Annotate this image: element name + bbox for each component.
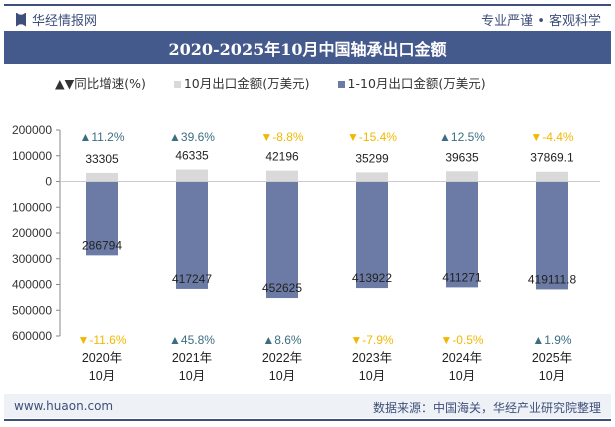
y-tick-label: 500000 xyxy=(12,303,52,317)
data-label-cumulative: 419111.8 xyxy=(528,272,577,286)
x-tick-label: 2021年 xyxy=(172,351,212,365)
y-tick-label: 100000 xyxy=(12,200,52,214)
bar-monthly xyxy=(356,172,388,182)
growth-label-monthly: ▲11.2% xyxy=(79,130,124,144)
growth-label-cumulative: ▼-11.6% xyxy=(77,333,126,347)
y-tick-label: 400000 xyxy=(12,278,52,292)
x-tick-label: 10月 xyxy=(539,369,565,383)
logo-icon xyxy=(16,12,26,27)
chart-title: 2020-2025年10月中国轴承出口金额 xyxy=(4,31,611,64)
footer: www.huaon.com 数据来源：中国海关，华经产业研究院整理 xyxy=(4,394,611,418)
data-label-monthly: 39635 xyxy=(445,150,479,164)
source: 数据来源：中国海关，华经产业研究院整理 xyxy=(372,401,601,415)
legend-growth: ▲▼同比增速(%) xyxy=(55,76,146,91)
bar-monthly xyxy=(266,170,298,182)
data-label-monthly: 33305 xyxy=(85,152,119,166)
growth-label-monthly: ▲12.5% xyxy=(439,130,485,144)
bar-monthly xyxy=(536,171,568,182)
legend-monthly: 10月出口金额(万美元) xyxy=(173,73,310,92)
bar-monthly xyxy=(446,171,478,182)
bar-cumulative xyxy=(356,181,388,289)
bar-cumulative xyxy=(446,181,478,288)
x-tick-label: 10月 xyxy=(89,369,115,383)
growth-label-monthly: ▼-15.4% xyxy=(347,130,397,144)
y-tick-label: 0 xyxy=(45,175,52,189)
growth-label-cumulative: ▼-0.5% xyxy=(440,333,484,347)
data-label-cumulative: 411271 xyxy=(442,270,481,284)
growth-label-cumulative: ▼-7.9% xyxy=(350,333,394,347)
bar-cumulative xyxy=(266,181,298,299)
data-label-monthly: 42196 xyxy=(265,150,299,164)
y-tick-label: 200000 xyxy=(12,123,52,137)
legend: ▲▼同比增速(%) 10月出口金额(万美元) 1-10月出口金额(万美元) xyxy=(55,73,486,92)
x-tick-label: 2023年 xyxy=(352,351,392,365)
x-tick-label: 2022年 xyxy=(262,351,302,365)
divider xyxy=(4,4,611,6)
data-label-monthly: 35299 xyxy=(355,151,389,165)
brand: 华经情报网 xyxy=(16,10,97,29)
brand-name: 华经情报网 xyxy=(32,14,98,29)
x-tick-label: 2020年 xyxy=(82,351,122,365)
x-tick-label: 10月 xyxy=(359,369,385,383)
data-label-cumulative: 417247 xyxy=(172,272,212,286)
x-tick-label: 10月 xyxy=(269,369,295,383)
slogan: 专业严谨 • 客观科学 xyxy=(481,14,601,29)
data-label-monthly: 46335 xyxy=(175,149,209,163)
y-tick-label: 100000 xyxy=(12,149,52,163)
bar-cumulative xyxy=(536,181,568,290)
y-tick-label: 300000 xyxy=(12,252,52,266)
growth-label-monthly: ▼-8.8% xyxy=(260,130,304,144)
website: www.huaon.com xyxy=(14,399,114,413)
bar-monthly xyxy=(86,172,118,182)
growth-label-cumulative: ▲45.8% xyxy=(169,333,215,347)
x-tick-label: 10月 xyxy=(179,369,205,383)
bar-cumulative xyxy=(176,181,208,289)
growth-label-monthly: ▼-4.4% xyxy=(530,130,574,144)
bar-cumulative xyxy=(86,181,118,256)
legend-cumulative: 1-10月出口金额(万美元) xyxy=(337,73,486,92)
y-tick-label: 200000 xyxy=(12,226,52,240)
bar-monthly xyxy=(176,169,208,182)
data-label-monthly: 37869.1 xyxy=(530,151,574,165)
growth-label-monthly: ▲39.6% xyxy=(169,130,215,144)
x-tick-label: 10月 xyxy=(449,369,475,383)
growth-label-cumulative: ▲8.6% xyxy=(262,333,302,347)
growth-label-cumulative: ▲1.9% xyxy=(532,333,572,347)
data-label-cumulative: 286794 xyxy=(82,238,122,252)
data-label-cumulative: 413922 xyxy=(352,271,392,285)
x-tick-label: 2025年 xyxy=(532,351,572,365)
divider xyxy=(4,419,611,421)
data-label-cumulative: 452625 xyxy=(262,281,302,295)
y-tick-label: 600000 xyxy=(12,329,52,343)
chart-svg: 200000 100000 0 100000 200000 300000 400000 500… xyxy=(12,123,600,383)
x-tick-label: 2024年 xyxy=(442,351,482,365)
